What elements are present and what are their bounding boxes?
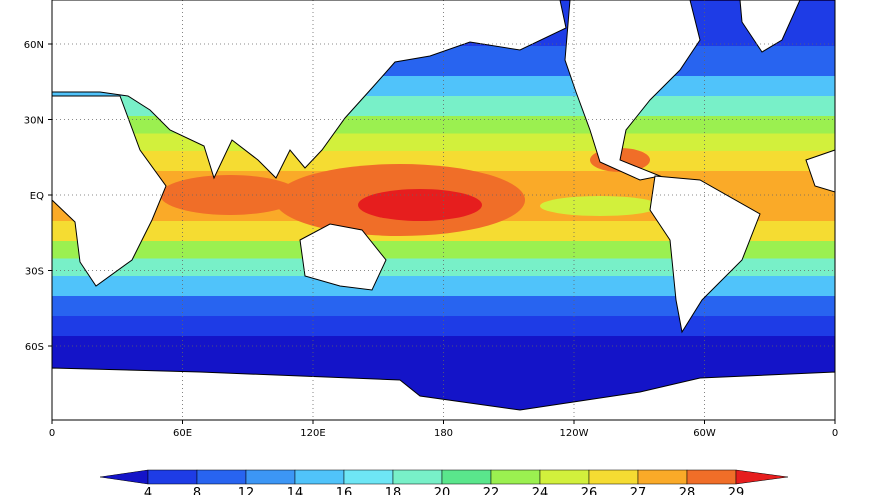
lat-label: EQ [30, 191, 44, 202]
colorbar-segment [343, 469, 394, 485]
colorbar: 4 8 12 14 16 18 20 22 24 26 27 28 29 [99, 469, 789, 495]
lon-label: 60W [693, 428, 716, 439]
colorbar-label: 14 [287, 486, 304, 495]
colorbar-label: 22 [483, 486, 500, 495]
ocean-anomaly [160, 175, 300, 215]
lon-label: 120E [300, 428, 325, 439]
lon-label: 0 [832, 428, 838, 439]
colorbar-label: 4 [144, 486, 152, 495]
lat-label: 30S [25, 267, 44, 278]
lon-label: 60E [173, 428, 192, 439]
ocean-band [52, 296, 835, 316]
colorbar-segment [686, 469, 737, 485]
lat-label: 30N [24, 116, 44, 127]
ocean-anomaly [358, 189, 482, 221]
colorbar-label: 26 [581, 486, 598, 495]
lon-label: 120W [560, 428, 589, 439]
lon-label: 0 [49, 428, 55, 439]
greenland [739, 0, 801, 53]
ocean-band [52, 276, 835, 296]
ocean-band [52, 316, 835, 336]
colorbar-label: 20 [434, 486, 451, 495]
lat-label: 60S [25, 342, 44, 353]
lon-label: 180 [434, 428, 453, 439]
eurasia [51, 0, 567, 180]
colorbar-segment [392, 469, 443, 485]
colorbar-segment [539, 469, 590, 485]
ocean-band [52, 241, 835, 259]
axis-labels: 60N 30N EQ 30S 60S 0 60E 120E 180 120W 60W 0 [24, 40, 838, 439]
colorbar-label: 12 [238, 486, 255, 495]
colorbar-arrow [735, 469, 789, 485]
colorbar-label: 28 [679, 486, 696, 495]
colorbar-label: 18 [385, 486, 402, 495]
ocean-band [52, 258, 835, 276]
colorbar-label: 24 [532, 486, 549, 495]
colorbar-label: 16 [336, 486, 353, 495]
colorbar-label: 29 [728, 486, 745, 495]
africa [51, 95, 167, 287]
colorbar-arrow [99, 469, 149, 485]
north-america [564, 0, 701, 181]
colorbar-segment [147, 469, 198, 485]
colorbar-segment [637, 469, 688, 485]
graticule [52, 0, 835, 420]
lat-label: 60N [24, 40, 44, 51]
colorbar-segment [441, 469, 492, 485]
australia [299, 223, 387, 291]
colorbar-segment [196, 469, 247, 485]
south-america [649, 175, 761, 334]
colorbar-segment [245, 469, 296, 485]
land [51, 0, 836, 421]
colorbar-segment [294, 469, 345, 485]
colorbar-segment [490, 469, 541, 485]
colorbar-label: 8 [193, 486, 201, 495]
ocean-anomaly [540, 196, 660, 216]
colorbar-segment [588, 469, 639, 485]
colorbar-label: 27 [630, 486, 647, 495]
